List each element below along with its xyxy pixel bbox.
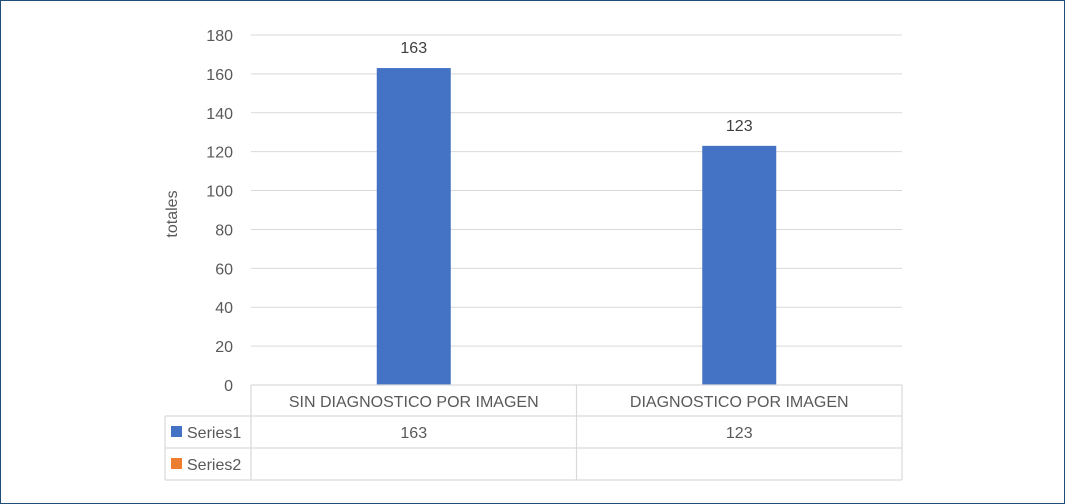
legend-series-name: Series2 [187, 457, 241, 474]
x-category-label: DIAGNOSTICO POR IMAGEN [630, 394, 849, 411]
data-labels: 163 123 [400, 40, 752, 135]
y-tick-label: 100 [206, 184, 233, 201]
y-tick-label: 0 [224, 378, 233, 395]
legend-series-name: Series1 [187, 425, 241, 442]
y-tick-label: 140 [206, 106, 233, 123]
bar [702, 145, 777, 385]
gridlines [251, 34, 902, 347]
bars [376, 68, 777, 386]
x-category-label: SIN DIAGNOSTICO POR IMAGEN [289, 394, 539, 411]
data-label: 163 [400, 40, 427, 57]
y-tick-label: 60 [215, 261, 233, 278]
y-tick-label: 180 [206, 28, 233, 45]
y-axis-label: totales [164, 190, 181, 237]
legend-swatch [171, 426, 182, 437]
data-table: SIN DIAGNOSTICO POR IMAGEN DIAGNOSTICO PO… [164, 384, 903, 481]
table-value-cell: 123 [726, 425, 753, 442]
data-label: 123 [726, 118, 753, 135]
bar [376, 68, 451, 386]
y-tick-label: 40 [215, 300, 233, 317]
y-tick-label: 80 [215, 222, 233, 239]
y-tick-label: 120 [206, 145, 233, 162]
y-tick-label: 160 [206, 67, 233, 84]
legend-swatch [171, 458, 182, 469]
y-axis: 0 20 40 60 80 100 120 140 160 180 [206, 28, 233, 395]
y-tick-label: 20 [215, 339, 233, 356]
table-value-cell: 163 [400, 425, 427, 442]
